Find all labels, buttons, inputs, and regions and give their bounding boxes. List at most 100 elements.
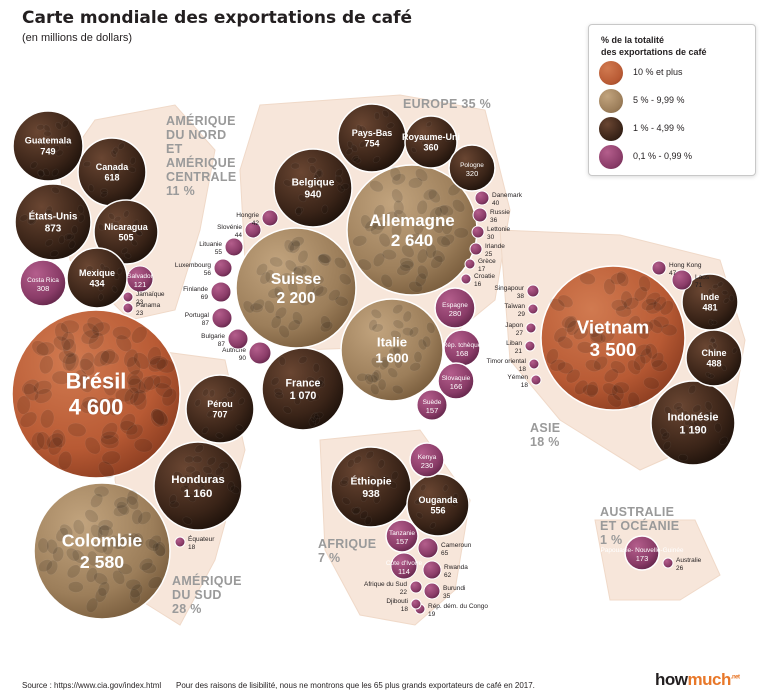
bean-texture — [37, 169, 46, 177]
bean-texture — [293, 265, 307, 276]
bean-texture — [118, 142, 125, 150]
country-name: Royaume-Uni — [402, 132, 460, 142]
bean-texture — [137, 375, 155, 394]
country-name: Finlande — [183, 286, 208, 293]
bean-texture — [214, 466, 224, 476]
bean-texture — [287, 239, 301, 252]
bean-texture — [663, 440, 672, 451]
country-name: Autriche — [222, 347, 246, 354]
bean-texture — [100, 190, 108, 198]
bean-texture — [370, 383, 380, 396]
bean-texture — [226, 391, 235, 398]
bubble-circle — [390, 552, 418, 580]
bean-texture — [393, 209, 408, 223]
bean-texture — [94, 587, 107, 603]
bean-texture — [138, 557, 154, 571]
country-name: Laos — [695, 274, 710, 281]
bean-texture — [116, 501, 130, 516]
bean-texture — [453, 227, 469, 239]
bean-texture — [269, 256, 283, 268]
region-label: AUSTRALIE ET OCÉANIE 1 % — [600, 505, 679, 547]
bean-texture — [97, 524, 110, 540]
bean-texture — [63, 233, 73, 241]
bean-texture — [151, 409, 169, 427]
bubble-circle — [153, 441, 243, 531]
bean-texture — [278, 325, 290, 339]
country-name: Éthiopie — [351, 474, 392, 487]
legend-label: 5 % - 9,99 % — [633, 95, 685, 105]
bean-texture — [273, 387, 284, 396]
bean-texture — [401, 244, 415, 258]
bean-texture — [557, 361, 574, 375]
bean-texture — [345, 148, 353, 156]
country-value: 26 — [676, 565, 684, 572]
bean-texture — [315, 180, 323, 190]
bean-texture — [82, 322, 100, 339]
country-name: Slovaquie — [442, 375, 471, 382]
bean-texture — [98, 461, 115, 479]
bean-texture — [414, 499, 422, 505]
bean-texture — [339, 479, 349, 487]
bean-texture — [377, 459, 385, 469]
country-name: Pologne — [460, 162, 484, 169]
bean-texture — [123, 210, 130, 218]
country-value: 157 — [426, 406, 439, 415]
bean-texture — [425, 243, 437, 259]
bean-texture — [678, 453, 688, 462]
bean-texture — [432, 249, 446, 263]
bean-texture — [46, 559, 58, 576]
region-label: AMÉRIQUE DU NORD ET AMÉRIQUE CENTRALE 11 % — [166, 113, 236, 198]
bean-texture — [731, 347, 738, 354]
bean-texture — [352, 506, 361, 515]
country-name: Russie — [490, 209, 510, 216]
country-value: 16 — [474, 281, 482, 288]
bean-texture — [364, 515, 372, 526]
bean-texture — [545, 348, 559, 365]
country-value: 749 — [40, 147, 55, 157]
bean-texture — [427, 189, 441, 204]
bean-texture — [123, 348, 139, 368]
bean-texture — [68, 240, 76, 249]
bean-texture — [31, 340, 50, 357]
bubble-circle — [651, 260, 667, 276]
bean-texture — [393, 200, 405, 215]
bean-texture — [378, 132, 387, 139]
country-name: Irlande — [485, 243, 505, 250]
country-value: 4 600 — [69, 395, 124, 420]
bean-texture — [416, 248, 429, 264]
country-name: Espagne — [442, 302, 468, 309]
bubble-circle — [460, 273, 472, 285]
country-name: Burundi — [443, 585, 465, 592]
bean-texture — [557, 336, 574, 350]
bean-texture — [112, 570, 126, 585]
country-name: Chine — [701, 348, 726, 358]
bubble-circle — [524, 340, 536, 352]
bean-texture — [408, 177, 423, 189]
bean-texture — [441, 220, 453, 235]
bean-texture — [589, 332, 607, 345]
country-value: 3 500 — [590, 339, 637, 360]
country-value: 360 — [423, 143, 438, 153]
bubble-circle — [526, 284, 540, 298]
country-value: 65 — [441, 550, 449, 557]
bean-texture — [664, 406, 673, 416]
bean-texture — [651, 359, 668, 372]
bean-texture — [270, 315, 282, 329]
bean-texture — [704, 411, 713, 421]
bean-texture — [408, 326, 419, 338]
bean-texture — [60, 319, 80, 334]
bean-texture — [693, 419, 703, 428]
bean-texture — [372, 369, 382, 382]
region-label: AFRIQUE 7 % — [318, 537, 376, 565]
bean-texture — [711, 342, 718, 349]
bean-texture — [173, 471, 184, 480]
